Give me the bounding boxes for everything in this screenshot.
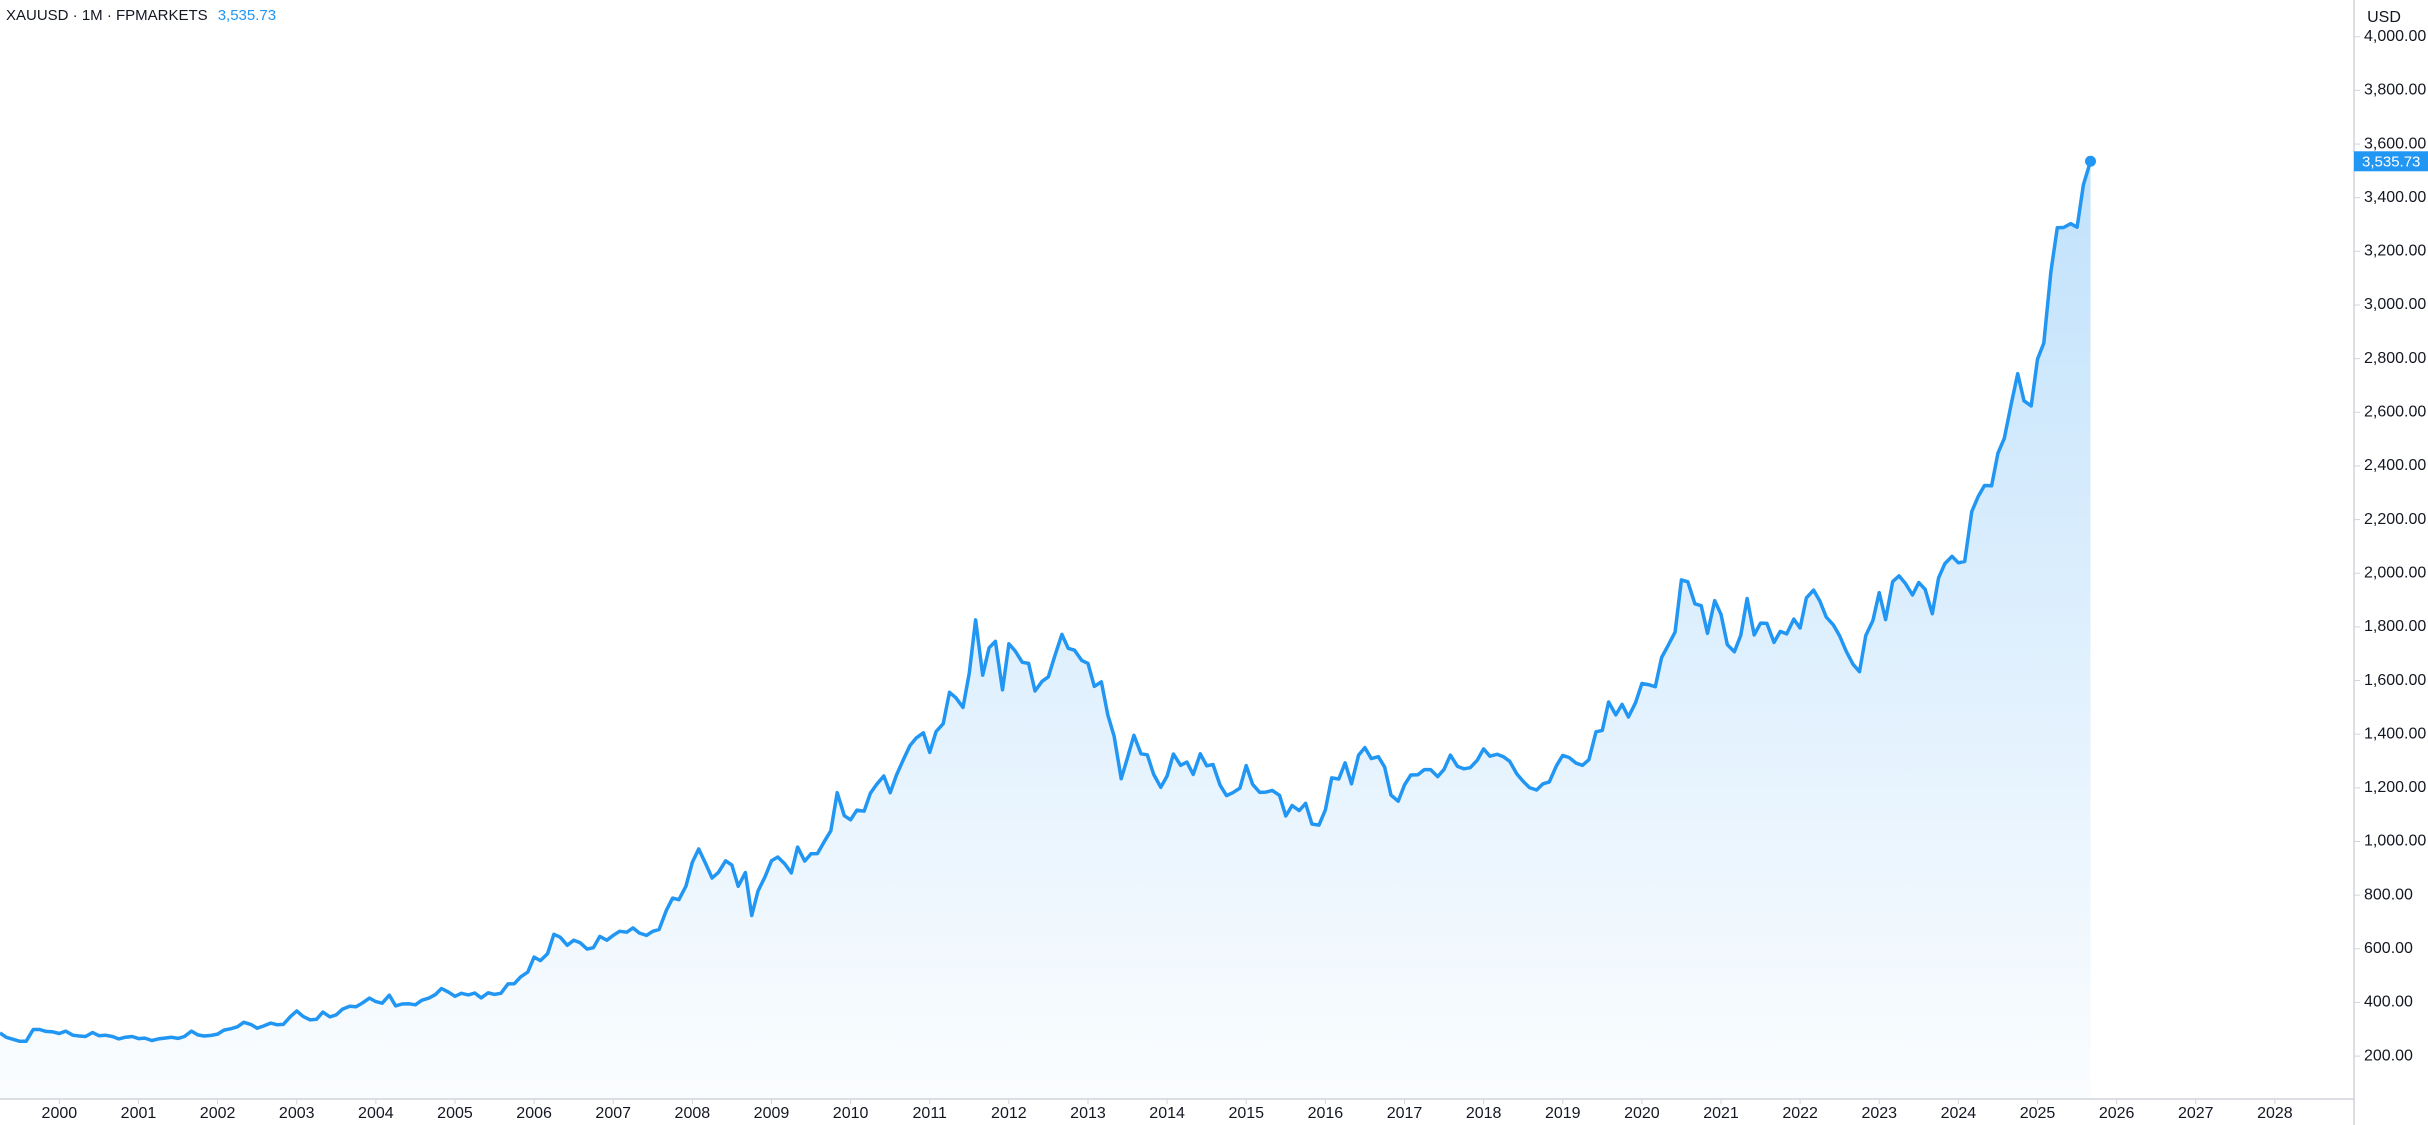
price-line	[0, 160, 2093, 1044]
x-tick-label: 2013	[1070, 1105, 1106, 1122]
x-tick-label: 2019	[1545, 1105, 1581, 1122]
x-tick-label: 2027	[2178, 1105, 2214, 1122]
y-tick-label: 1,600.00	[2364, 672, 2426, 689]
y-tick-label: 3,200.00	[2364, 243, 2426, 260]
x-tick-label: 2014	[1149, 1105, 1185, 1122]
x-tick-label: 2009	[754, 1105, 790, 1122]
x-tick-label: 2015	[1228, 1105, 1264, 1122]
x-tick-label: 2021	[1703, 1105, 1739, 1122]
y-tick-label: 400.00	[2364, 994, 2413, 1011]
x-tick-label: 2004	[358, 1105, 394, 1122]
x-tick-label: 2022	[1782, 1105, 1818, 1122]
y-tick-label: 2,400.00	[2364, 457, 2426, 474]
x-tick-label: 2016	[1308, 1105, 1344, 1122]
y-tick-label: 800.00	[2364, 886, 2413, 903]
x-tick-label: 2011	[913, 1105, 948, 1122]
y-tick-label: 200.00	[2364, 1047, 2413, 1064]
x-tick-label: 2026	[2099, 1105, 2135, 1122]
x-tick-label: 2020	[1624, 1105, 1660, 1122]
currency-label: USD	[2367, 9, 2401, 26]
x-tick-label: 2025	[2020, 1105, 2056, 1122]
y-tick-label: 600.00	[2364, 940, 2413, 957]
y-tick-label: 1,400.00	[2364, 725, 2426, 742]
x-tick-label: 2005	[437, 1105, 473, 1122]
x-tick-label: 2008	[675, 1105, 711, 1122]
x-tick-label: 2006	[516, 1105, 552, 1122]
y-tick-label: 1,000.00	[2364, 833, 2426, 850]
price-badge	[2354, 151, 2428, 172]
x-tick-label: 2000	[42, 1105, 78, 1122]
area-fill	[0, 161, 2091, 1100]
x-tick-label: 2003	[279, 1105, 315, 1122]
y-tick-label: 1,200.00	[2364, 779, 2426, 796]
x-tick-label: 2001	[121, 1105, 157, 1122]
y-tick-label: 4,000.00	[2364, 28, 2426, 45]
price-badge-label: 3,535.73	[2362, 153, 2420, 170]
x-tick-label: 2007	[595, 1105, 631, 1122]
x-tick-label: 2002	[200, 1105, 236, 1122]
y-tick-label: 1,800.00	[2364, 618, 2426, 635]
y-tick-label: 3,800.00	[2364, 82, 2426, 99]
plot-area: 2000 2001 2002 2003 2004 2005 2006 2007 2008 2009…	[0, 155, 2293, 1122]
y-tick-label: 2,800.00	[2364, 350, 2426, 367]
last-point	[2085, 155, 2097, 167]
x-tick-label: 2024	[1941, 1105, 1977, 1122]
x-tick-label: 2018	[1466, 1105, 1502, 1122]
y-tick-label: 2,000.00	[2364, 564, 2426, 581]
symbol-title: XAUUSD · 1M · FPMARKETS	[6, 7, 208, 24]
x-tick-label: 2028	[2257, 1105, 2293, 1122]
x-tick-label: 2012	[991, 1105, 1027, 1122]
y-tick-label: 3,400.00	[2364, 189, 2426, 206]
x-tick-label: 2010	[833, 1105, 869, 1122]
y-tick-label: 3,000.00	[2364, 296, 2426, 313]
last-price: 3,535.73	[218, 7, 276, 24]
y-tick-label: 2,600.00	[2364, 404, 2426, 421]
x-tick-label: 2017	[1387, 1105, 1423, 1122]
y-tick-label: 2,200.00	[2364, 511, 2426, 528]
y-tick-label: 3,600.00	[2364, 135, 2426, 152]
x-tick-label: 2023	[1861, 1105, 1897, 1122]
